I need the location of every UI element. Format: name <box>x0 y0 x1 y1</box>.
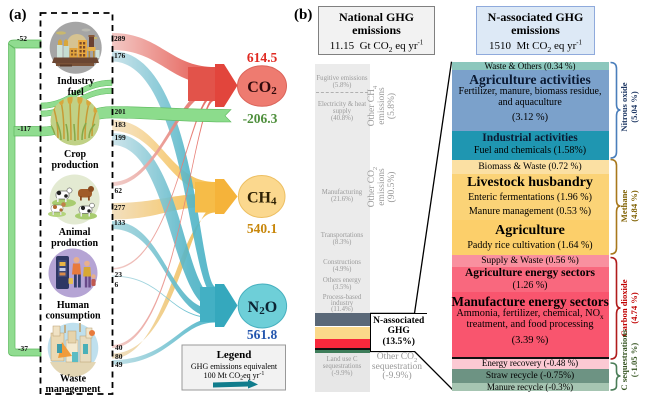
svg-text:-37: -37 <box>18 344 28 353</box>
svg-text:-52: -52 <box>17 34 27 43</box>
svg-text:199: 199 <box>115 133 127 142</box>
svg-text:540.1: 540.1 <box>247 221 278 236</box>
svg-text:-206.3: -206.3 <box>243 111 278 126</box>
svg-text:(b): (b) <box>294 7 312 23</box>
svg-text:201: 201 <box>115 107 127 116</box>
svg-text:fuel: fuel <box>68 87 84 98</box>
svg-text:consumption: consumption <box>45 311 100 322</box>
svg-text:100 Mt CO2eq yr-1: 100 Mt CO2eq yr-1 <box>204 371 265 382</box>
svg-text:40: 40 <box>115 343 123 352</box>
svg-text:(a): (a) <box>9 7 27 23</box>
svg-text:614.5: 614.5 <box>247 50 278 65</box>
svg-text:GHG emissions equivalent: GHG emissions equivalent <box>191 362 278 371</box>
svg-text:133: 133 <box>114 218 126 227</box>
svg-text:Animal: Animal <box>59 227 91 238</box>
svg-text:49: 49 <box>115 360 123 369</box>
svg-text:production: production <box>51 238 98 249</box>
svg-text:6: 6 <box>115 280 119 289</box>
svg-text:183: 183 <box>115 120 127 129</box>
svg-text:176: 176 <box>114 51 126 60</box>
svg-text:23: 23 <box>115 270 123 279</box>
svg-text:management: management <box>46 384 102 395</box>
svg-text:N2O: N2O <box>248 299 278 317</box>
svg-text:CO2: CO2 <box>247 79 277 97</box>
svg-text:62: 62 <box>115 186 123 195</box>
svg-text:Waste: Waste <box>60 374 87 385</box>
svg-text:CH4: CH4 <box>247 190 277 208</box>
svg-text:561.8: 561.8 <box>247 327 278 342</box>
svg-text:289: 289 <box>114 34 126 43</box>
svg-text:-117: -117 <box>18 124 32 133</box>
svg-text:production: production <box>51 160 98 171</box>
svg-text:Crop: Crop <box>64 149 86 160</box>
svg-text:Legend: Legend <box>217 349 252 361</box>
svg-text:Industry: Industry <box>57 76 94 87</box>
svg-text:277: 277 <box>114 203 126 212</box>
svg-text:80: 80 <box>115 352 123 361</box>
svg-text:Human: Human <box>57 300 90 311</box>
